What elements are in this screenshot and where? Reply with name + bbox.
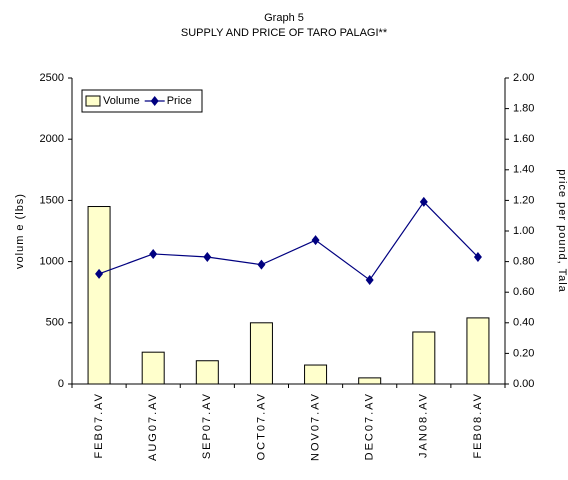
y2-tick-label: 1.00 bbox=[513, 225, 534, 237]
bar bbox=[412, 331, 436, 385]
y2-tick-label: 2.00 bbox=[513, 72, 534, 84]
x-tick-label: FEB07.AV bbox=[93, 392, 105, 459]
x-tick-label: DEC07.AV bbox=[364, 392, 376, 460]
bar bbox=[141, 351, 165, 385]
y2-tick-label: 1.80 bbox=[513, 103, 534, 115]
x-tick-label: SEP07.AV bbox=[201, 392, 213, 459]
y2-tick-label: 0.00 bbox=[513, 378, 534, 390]
x-tick-label: AUG07.AV bbox=[147, 392, 159, 461]
y2-tick-label: 1.20 bbox=[513, 194, 534, 206]
legend-label: Price bbox=[167, 95, 192, 107]
y-tick-label: 2500 bbox=[40, 72, 64, 84]
x-tick-label: NOV07.AV bbox=[309, 392, 321, 461]
y2-tick-label: 0.20 bbox=[513, 347, 534, 359]
y-tick-label: 0 bbox=[58, 378, 64, 390]
x-tick-label: OCT07.AV bbox=[255, 392, 267, 460]
bar bbox=[87, 206, 111, 385]
y-tick-label: 500 bbox=[46, 317, 64, 329]
y2-tick-label: 0.40 bbox=[513, 317, 534, 329]
price-line bbox=[98, 200, 479, 281]
y-tick-label: 1500 bbox=[40, 194, 64, 206]
y2-axis-label: price per pound, Tala bbox=[556, 169, 568, 293]
x-tick-label: FEB08.AV bbox=[472, 392, 484, 459]
legend-label: Volume bbox=[103, 95, 140, 107]
price-marker bbox=[365, 274, 374, 285]
y2-tick-label: 0.80 bbox=[513, 256, 534, 268]
price-marker bbox=[419, 196, 428, 207]
y2-tick-label: 0.60 bbox=[513, 286, 534, 298]
price-marker bbox=[473, 252, 482, 263]
price-marker bbox=[95, 268, 104, 279]
price-marker bbox=[257, 259, 266, 270]
price-marker bbox=[203, 252, 212, 263]
bar bbox=[249, 322, 273, 385]
y-tick-label: 2000 bbox=[40, 133, 64, 145]
bar bbox=[466, 317, 490, 385]
y-axis-label: volum e (lbs) bbox=[14, 193, 26, 269]
y2-tick-label: 1.40 bbox=[513, 164, 534, 176]
x-tick-label: JAN08.AV bbox=[418, 392, 430, 458]
legend-marker bbox=[150, 96, 159, 106]
price-marker bbox=[311, 235, 320, 246]
bar bbox=[358, 377, 382, 385]
bar bbox=[195, 360, 219, 385]
chart-subtitle: SUPPLY AND PRICE OF TARO PALAGI** bbox=[181, 27, 388, 39]
chart-title: Graph 5 bbox=[264, 12, 304, 24]
bar bbox=[304, 364, 328, 385]
legend-box bbox=[81, 89, 203, 113]
price-marker bbox=[149, 248, 158, 259]
legend-swatch bbox=[85, 95, 101, 107]
y-tick-label: 1000 bbox=[40, 256, 64, 268]
y2-tick-label: 1.60 bbox=[513, 133, 534, 145]
